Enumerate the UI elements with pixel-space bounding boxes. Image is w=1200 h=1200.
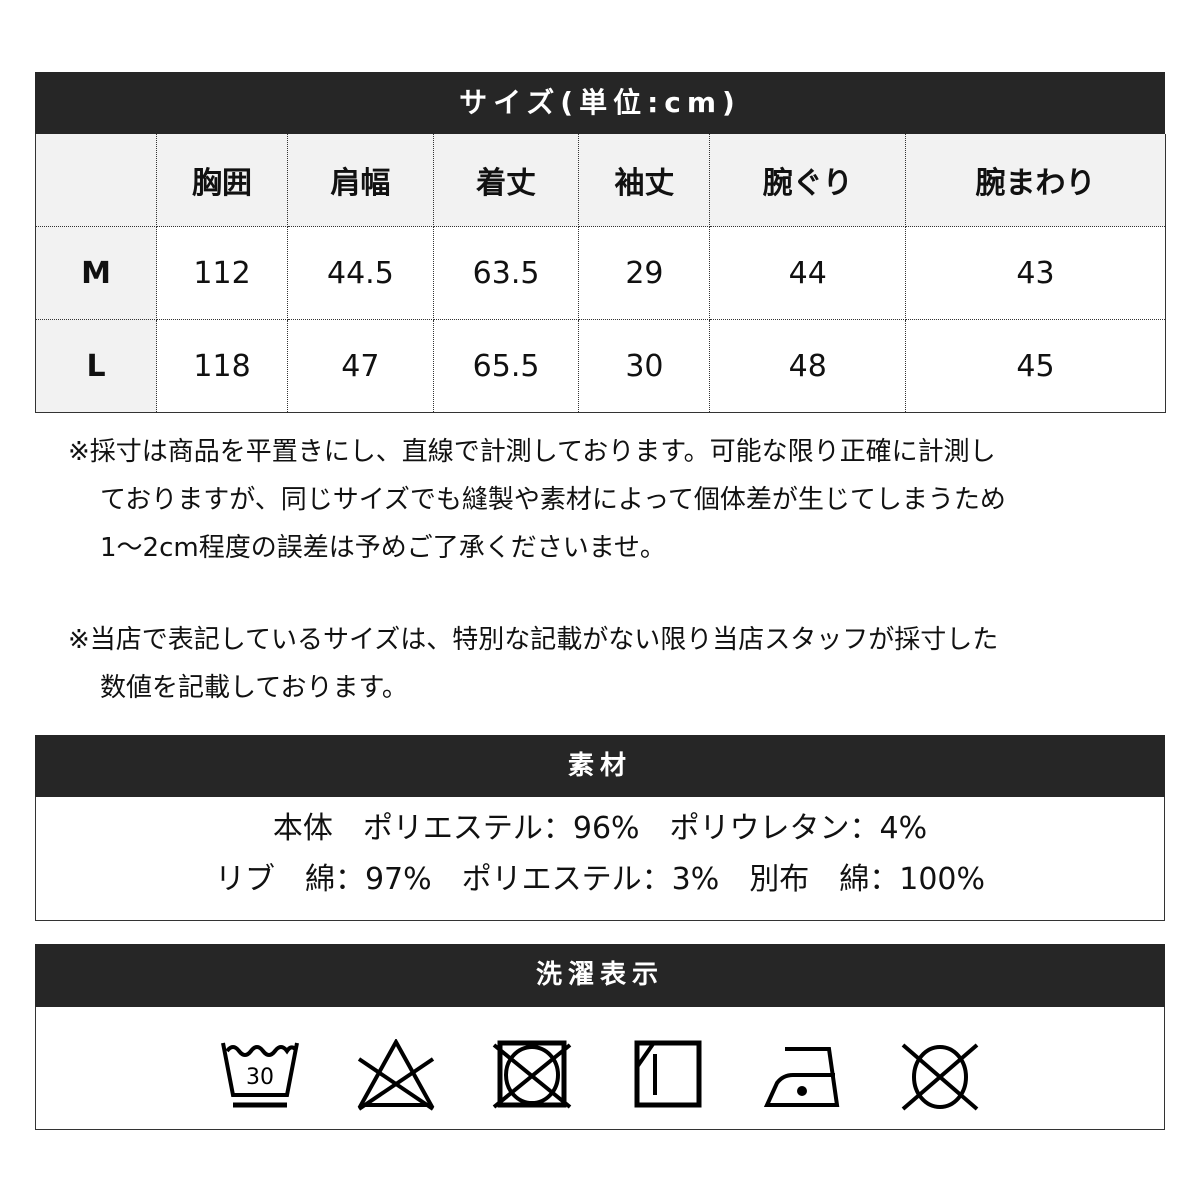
note-line: ておりますが、同じサイズでも縫製や素材によって個体差が生じてしまうため xyxy=(100,485,1006,515)
note-line: 数値を記載しております。 xyxy=(100,673,408,703)
cell: 29 xyxy=(578,226,711,320)
material-title: 素材 xyxy=(35,735,1165,797)
line-dry-shade-icon xyxy=(634,1040,702,1108)
laundry-title: 洗濯表示 xyxy=(35,944,1165,1007)
no-bleach-icon xyxy=(357,1039,435,1111)
cell: 30 xyxy=(578,319,711,413)
header-cell: 腕ぐり xyxy=(709,134,906,227)
material-box: 本体 ポリエステル：96% ポリウレタン：4% リブ 綿：97% ポリエステル：… xyxy=(35,797,1165,921)
no-tumble-dry-icon xyxy=(492,1040,572,1109)
size-table-title: サイズ(単位:cm) xyxy=(35,72,1165,134)
cell: 65.5 xyxy=(432,319,580,413)
cell: 44.5 xyxy=(287,226,434,320)
no-dry-clean-icon xyxy=(901,1043,979,1111)
header-cell: 腕まわり xyxy=(904,134,1167,227)
laundry-box: 30 xyxy=(35,1007,1165,1130)
table-row: M 112 44.5 63.5 29 44 43 xyxy=(35,226,1167,320)
cell: 112 xyxy=(155,226,289,320)
material-line: 本体 ポリエステル：96% ポリウレタン：4% xyxy=(272,811,928,846)
cell: 43 xyxy=(904,226,1167,320)
iron-low-icon xyxy=(763,1047,840,1107)
note-line: 1～2cm程度の誤差は予めご了承くださいませ。 xyxy=(100,533,666,563)
cell: 118 xyxy=(155,319,289,413)
header-row: 胸囲 肩幅 着丈 袖丈 腕ぐり 腕まわり xyxy=(35,134,1167,227)
cell: 44 xyxy=(709,226,906,320)
table-row: L 118 47 65.5 30 48 45 xyxy=(35,319,1167,413)
cell: 47 xyxy=(287,319,434,413)
material-line: リブ 綿：97% ポリエステル：3% 別布 綿：100% xyxy=(214,862,986,897)
cell: 63.5 xyxy=(432,226,580,320)
measurement-note: ※採寸は商品を平置きにし、直線で計測しております。可能な限り正確に計測し ており… xyxy=(68,428,1006,572)
header-cell: 胸囲 xyxy=(155,134,289,227)
wash-30-icon: 30 xyxy=(221,1042,299,1108)
size-label: L xyxy=(35,319,157,413)
header-cell: 肩幅 xyxy=(287,134,434,227)
note-line: ※当店で表記しているサイズは、特別な記載がない限り当店スタッフが採寸した xyxy=(68,625,999,655)
cell: 48 xyxy=(709,319,906,413)
size-label: M xyxy=(35,226,157,320)
size-table: 胸囲 肩幅 着丈 袖丈 腕ぐり 腕まわり M 112 44.5 63.5 29 … xyxy=(35,134,1167,413)
header-cell xyxy=(35,134,157,227)
header-cell: 袖丈 xyxy=(578,134,711,227)
cell: 45 xyxy=(904,319,1167,413)
note-line: ※採寸は商品を平置きにし、直線で計測しております。可能な限り正確に計測し xyxy=(68,437,996,467)
size-note: ※当店で表記しているサイズは、特別な記載がない限り当店スタッフが採寸した 数値を… xyxy=(68,616,998,712)
header-cell: 着丈 xyxy=(432,134,580,227)
wash-temp: 30 xyxy=(246,1065,274,1090)
